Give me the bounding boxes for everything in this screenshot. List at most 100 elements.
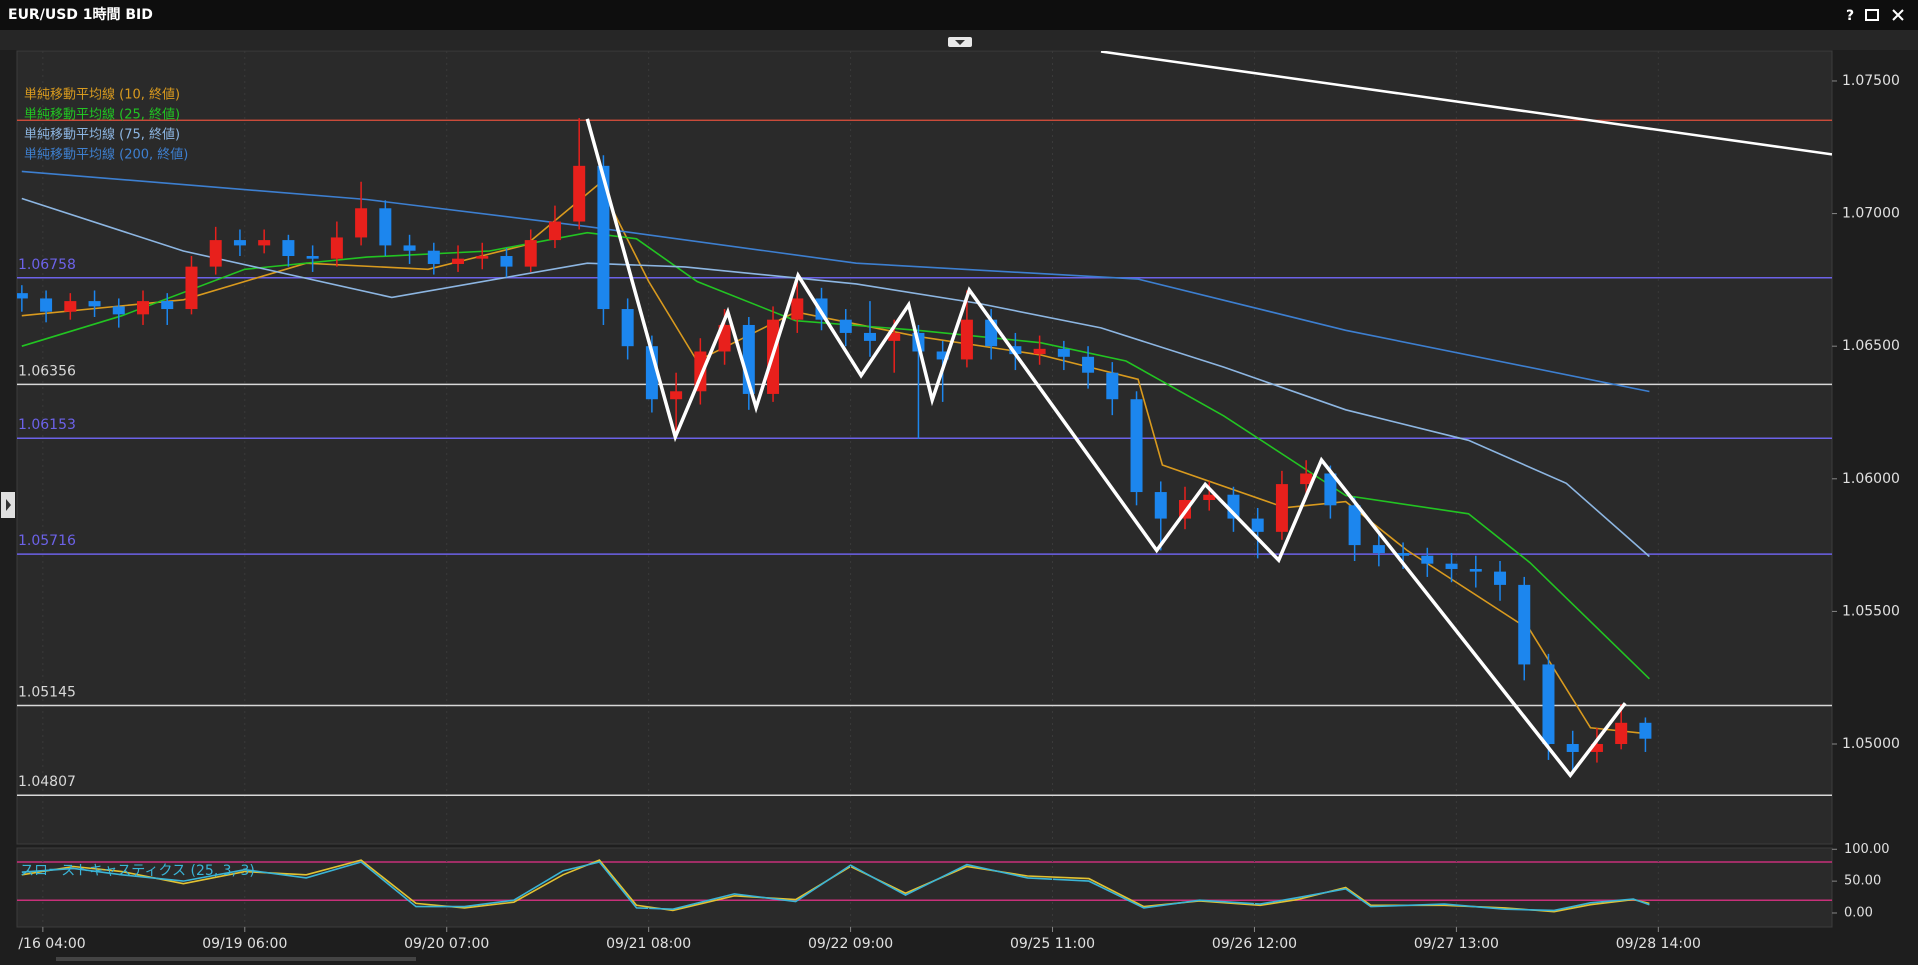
candle-body bbox=[452, 258, 465, 264]
scrollbar[interactable] bbox=[56, 957, 416, 961]
candle-body bbox=[379, 208, 392, 246]
candle-body bbox=[1469, 568, 1482, 572]
y-tick-label: 1.06000 bbox=[1842, 471, 1900, 487]
y-tick-label: 1.05000 bbox=[1842, 736, 1900, 752]
candle-body bbox=[17, 293, 28, 299]
candle-body bbox=[427, 250, 440, 264]
candle-body bbox=[1275, 484, 1288, 532]
side-handle-arrow bbox=[6, 499, 11, 511]
candle-body bbox=[1542, 664, 1555, 745]
x-tick-label: 09/21 08:00 bbox=[606, 936, 691, 952]
x-tick-label: 09/27 13:00 bbox=[1414, 936, 1499, 952]
candle-body bbox=[888, 332, 901, 341]
candle-body bbox=[573, 165, 586, 222]
oscillator-line bbox=[21, 861, 1650, 912]
candle-body bbox=[161, 301, 174, 310]
level-label: 1.05145 bbox=[18, 685, 76, 701]
y-tick-label: 1.07000 bbox=[1842, 206, 1900, 222]
candle-body bbox=[355, 208, 368, 238]
legend-entry: 単純移動平均線 (25, 終値) bbox=[24, 107, 180, 123]
trend-line bbox=[1100, 51, 1832, 156]
candle-body bbox=[1494, 571, 1507, 585]
candle-body bbox=[1348, 505, 1361, 546]
candle-body bbox=[185, 266, 198, 310]
y-tick-label: 0.00 bbox=[1844, 905, 1873, 920]
level-label: 1.06356 bbox=[18, 363, 76, 379]
close-button[interactable] bbox=[1892, 9, 1904, 21]
y-tick-label: 1.07500 bbox=[1842, 73, 1900, 89]
level-label: 1.06758 bbox=[18, 257, 76, 273]
candle-body bbox=[137, 301, 150, 315]
candle-body bbox=[1518, 584, 1531, 665]
candle-body bbox=[1445, 563, 1458, 569]
maximize-button[interactable] bbox=[1865, 9, 1879, 21]
candle-body bbox=[863, 332, 876, 341]
level-label: 1.04807 bbox=[18, 774, 76, 790]
candle-body bbox=[1397, 553, 1410, 556]
y-tick-label: 1.06500 bbox=[1842, 338, 1900, 354]
candle-body bbox=[233, 240, 246, 246]
window-title: EUR/USD 1時間 BID bbox=[8, 6, 153, 23]
candle-body bbox=[1300, 473, 1313, 485]
candle-body bbox=[209, 240, 222, 267]
candle-body bbox=[1590, 744, 1603, 752]
legend-entry: 単純移動平均線 (75, 終値) bbox=[24, 127, 180, 143]
candle-body bbox=[791, 298, 804, 320]
candle-body bbox=[1566, 744, 1579, 752]
candle-body bbox=[936, 351, 949, 360]
indicator-label: スローストキャスティクス (25, 3, 3) bbox=[20, 863, 255, 879]
candle-body bbox=[548, 221, 561, 241]
x-tick-label: 09/25 11:00 bbox=[1010, 936, 1095, 952]
candle-body bbox=[839, 319, 852, 333]
candle-body bbox=[1421, 555, 1434, 564]
candle-body bbox=[1057, 348, 1070, 357]
candle-body bbox=[1615, 722, 1628, 745]
candle-body bbox=[282, 240, 295, 257]
candle-body bbox=[500, 256, 513, 267]
x-tick-label: 09/22 09:00 bbox=[808, 936, 893, 952]
candle-body bbox=[1324, 473, 1337, 506]
candle-body bbox=[1203, 494, 1216, 501]
zigzag-line bbox=[585, 118, 1627, 779]
candle-body bbox=[258, 240, 271, 246]
stochastic-plot bbox=[17, 848, 1832, 927]
candle-body bbox=[306, 256, 319, 259]
candle-body bbox=[1009, 346, 1022, 355]
x-tick-label: 09/19 06:00 bbox=[202, 936, 287, 952]
candle-body bbox=[1033, 348, 1046, 355]
x-tick-label: /16 04:00 bbox=[18, 936, 85, 952]
candle-body bbox=[1106, 372, 1119, 400]
candle-body bbox=[88, 301, 101, 307]
candle-body bbox=[960, 319, 973, 360]
candle-body bbox=[1154, 492, 1167, 519]
level-label: 1.06153 bbox=[18, 417, 76, 433]
candle-body bbox=[1130, 399, 1143, 493]
price-plot bbox=[17, 51, 1832, 844]
candle-body bbox=[40, 298, 53, 312]
legend-entry: 単純移動平均線 (10, 終値) bbox=[24, 87, 180, 103]
moving-average-line bbox=[21, 231, 1650, 680]
candle-body bbox=[621, 309, 634, 347]
title-bar bbox=[0, 0, 1918, 30]
y-tick-label: 1.05500 bbox=[1842, 603, 1900, 619]
stochastic-panel bbox=[16, 847, 1833, 928]
level-label: 1.05716 bbox=[18, 533, 76, 549]
candle-body bbox=[330, 237, 343, 259]
candle-body bbox=[476, 256, 489, 259]
candle-body bbox=[112, 306, 125, 315]
x-tick-label: 09/20 07:00 bbox=[404, 936, 489, 952]
y-tick-label: 50.00 bbox=[1844, 874, 1881, 889]
candle-body bbox=[718, 324, 731, 352]
legend-entry: 単純移動平均線 (200, 終値) bbox=[24, 147, 188, 163]
candle-body bbox=[1639, 722, 1652, 739]
moving-average-line bbox=[21, 170, 1650, 393]
dropdown-arrow bbox=[955, 40, 965, 45]
candle-body bbox=[597, 165, 610, 310]
x-tick-label: 09/26 12:00 bbox=[1212, 936, 1297, 952]
candle-body bbox=[1372, 545, 1385, 554]
help-button[interactable]: ? bbox=[1846, 8, 1854, 24]
candle-body bbox=[1251, 518, 1264, 532]
labels: 1.05000 1.05500 1.06000 1.06500 1.07000 1.075… bbox=[18, 73, 1900, 952]
